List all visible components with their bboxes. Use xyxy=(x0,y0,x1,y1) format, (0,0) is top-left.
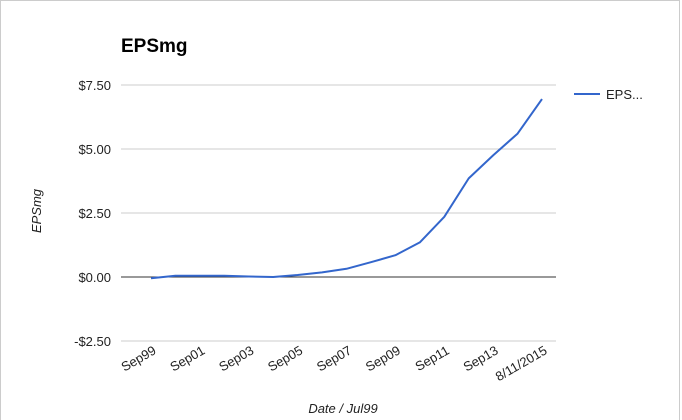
y-tick-label: $2.50 xyxy=(78,206,111,221)
grid-lines xyxy=(121,84,556,342)
legend-label: EPS... xyxy=(606,87,643,102)
y-axis-ticks: $7.50 $5.00 $2.50 $0.00 -$2.50 xyxy=(74,78,111,349)
x-axis-ticks: Sep99 Sep01 Sep03 Sep05 Sep07 Sep09 Sep11 Sep13… xyxy=(118,343,549,384)
y-tick-label: $7.50 xyxy=(78,78,111,93)
legend[interactable]: EPS... xyxy=(574,87,643,102)
chart-title: EPSmg xyxy=(121,36,188,57)
y-tick-label: $5.00 xyxy=(78,142,111,157)
x-tick-label: Sep01 xyxy=(167,343,207,375)
x-tick-label: Sep05 xyxy=(265,343,305,375)
x-tick-label: Sep11 xyxy=(413,343,452,374)
y-tick-label: -$2.50 xyxy=(74,334,111,349)
x-tick-label: Sep07 xyxy=(314,343,354,375)
x-tick-label: Sep03 xyxy=(216,343,256,375)
series-line[interactable] xyxy=(150,98,543,280)
x-tick-label: Sep09 xyxy=(363,343,403,375)
y-tick-label: $0.00 xyxy=(78,270,111,285)
x-tick-label: Sep99 xyxy=(118,343,158,375)
x-tick-label: 8/11/2015 xyxy=(493,343,550,384)
series-lines xyxy=(150,98,543,280)
y-axis-title: EPSmg xyxy=(29,188,44,233)
x-axis-title: Date / Jul99 xyxy=(308,401,377,416)
